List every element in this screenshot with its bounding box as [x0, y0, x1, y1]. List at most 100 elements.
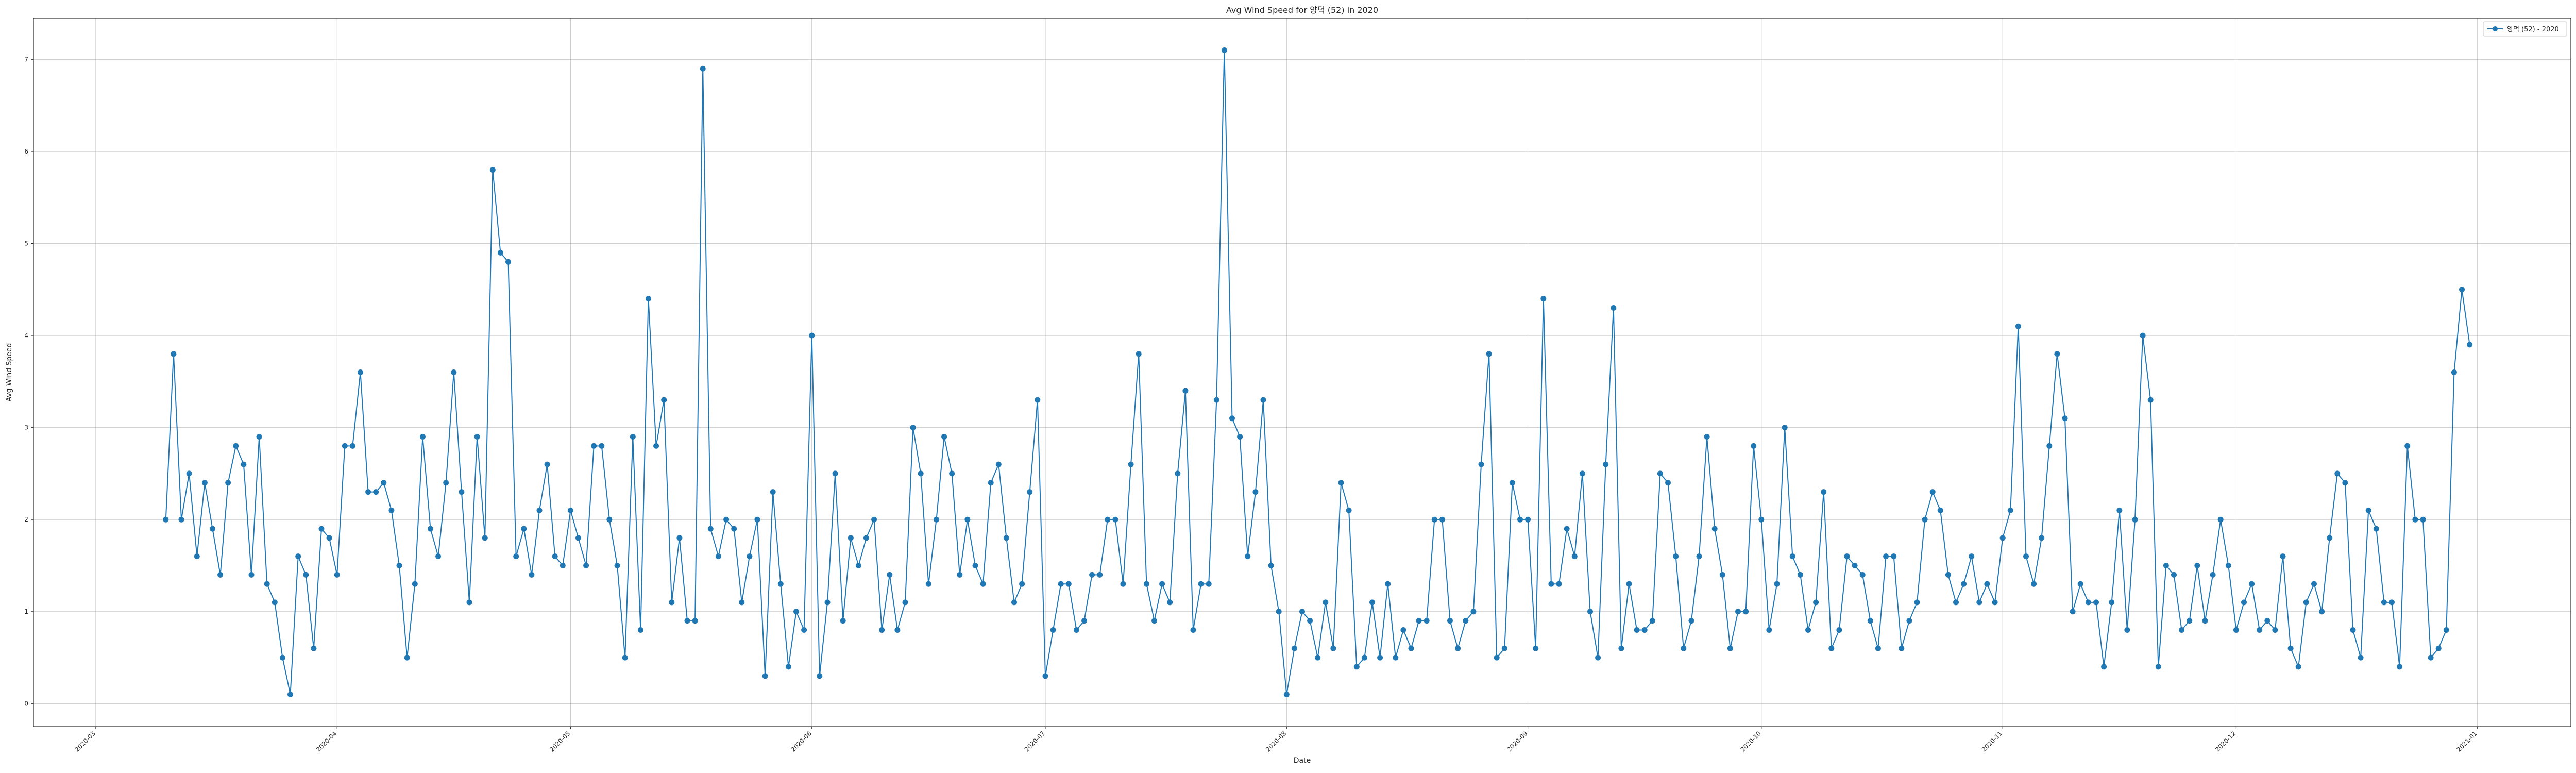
data-point	[443, 480, 449, 486]
data-point	[1704, 434, 1710, 440]
data-point	[793, 609, 799, 615]
data-point	[777, 581, 784, 587]
data-point	[1276, 609, 1282, 615]
data-point	[1789, 553, 1795, 560]
data-point	[980, 581, 986, 587]
data-point	[567, 507, 573, 513]
data-point	[1719, 572, 1725, 578]
data-point	[1439, 516, 1445, 523]
data-point	[1283, 692, 1290, 697]
data-point	[419, 434, 426, 440]
data-point	[388, 507, 395, 513]
data-point	[1766, 627, 1772, 633]
data-point	[879, 627, 885, 633]
data-point	[817, 673, 823, 679]
data-point	[178, 516, 184, 523]
y-tick-label: 0	[24, 700, 28, 707]
data-point	[949, 470, 955, 477]
data-point	[529, 572, 535, 578]
data-point	[186, 470, 192, 477]
data-point	[1999, 535, 2006, 541]
data-point	[715, 553, 721, 560]
data-point	[1035, 397, 1041, 403]
data-point	[1385, 581, 1391, 587]
data-point	[1081, 618, 1087, 624]
data-point	[1564, 526, 1570, 532]
data-point	[1330, 645, 1336, 651]
data-point	[1875, 645, 1881, 651]
data-point	[2358, 654, 2364, 661]
legend-marker-swatch	[2493, 26, 2498, 31]
data-point	[482, 535, 488, 541]
data-point	[1603, 461, 1609, 467]
data-point	[2373, 526, 2379, 532]
data-point	[1393, 654, 1399, 661]
data-point	[1611, 305, 1617, 311]
data-point	[1408, 645, 1414, 651]
data-point	[1221, 47, 1227, 53]
data-point	[2428, 654, 2434, 661]
data-point	[326, 535, 332, 541]
data-point	[1836, 627, 1842, 633]
data-point	[1065, 581, 1072, 587]
data-point	[1291, 645, 1297, 651]
data-point	[1657, 470, 1663, 477]
legend-entry-label: 양덕 (52) - 2020	[2507, 26, 2559, 33]
data-point	[1634, 627, 1640, 633]
data-point	[1338, 480, 1344, 486]
data-point	[1423, 618, 1430, 624]
data-point	[552, 553, 558, 560]
data-point	[2093, 599, 2099, 606]
data-point	[637, 627, 643, 633]
data-point	[1463, 618, 1469, 624]
data-point	[1353, 664, 1360, 670]
data-point	[2451, 369, 2457, 375]
data-point	[770, 489, 776, 495]
data-point	[1058, 581, 1064, 587]
data-point	[2155, 664, 2161, 670]
data-point	[1307, 618, 1313, 624]
data-point	[1416, 618, 1422, 624]
data-point	[2225, 563, 2231, 568]
data-point	[1050, 627, 1056, 633]
data-point	[1260, 397, 1266, 403]
data-point	[2381, 599, 2387, 606]
data-point	[1976, 599, 1982, 606]
data-point	[560, 563, 566, 568]
data-point	[1136, 351, 1142, 357]
data-point	[646, 296, 651, 302]
data-point	[910, 425, 916, 431]
y-tick-label: 1	[24, 608, 28, 615]
data-point	[855, 563, 861, 568]
data-point	[692, 618, 698, 624]
data-point	[1805, 627, 1811, 633]
data-point	[2109, 599, 2115, 606]
data-point	[287, 692, 293, 697]
data-point	[1673, 553, 1679, 560]
data-point	[1213, 397, 1219, 403]
data-point	[2459, 287, 2465, 293]
data-point	[1229, 415, 1235, 422]
data-point	[2249, 581, 2255, 587]
data-point	[201, 480, 208, 486]
data-point	[1369, 599, 1375, 606]
data-point	[762, 673, 768, 679]
data-point	[614, 563, 620, 568]
data-point	[295, 553, 301, 560]
data-point	[163, 516, 169, 523]
data-point	[1478, 461, 1484, 467]
data-point	[2015, 323, 2021, 329]
data-series	[163, 47, 2473, 697]
data-point	[233, 443, 239, 449]
data-point	[1268, 563, 1274, 568]
data-point	[2257, 627, 2263, 633]
data-point	[2062, 415, 2068, 422]
data-point	[489, 167, 496, 173]
data-point	[2077, 581, 2083, 587]
y-axis-title: Avg Wind Speed	[5, 343, 13, 402]
data-point	[871, 516, 877, 523]
data-point	[1501, 645, 1507, 651]
